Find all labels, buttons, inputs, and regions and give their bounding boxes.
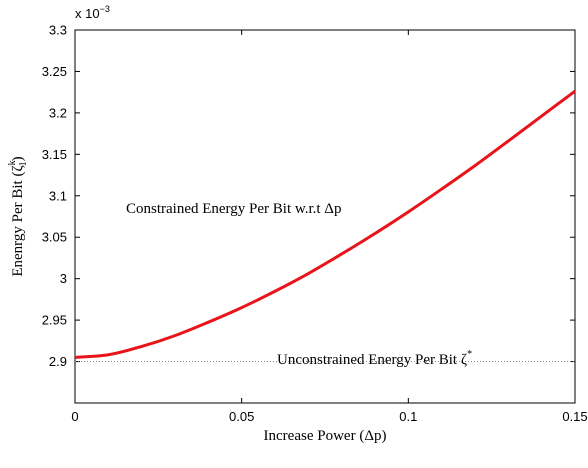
y-tick-label: 3.2 bbox=[49, 105, 67, 120]
plot-area: 2.9 2.95 3 3.05 3.1 3.15 3.2 3.25 3.3 0 0.05 0.1 0.… bbox=[42, 23, 588, 425]
y-tick-label: 3.25 bbox=[42, 64, 67, 79]
x-axis: 0 0.05 0.1 0.15 bbox=[71, 30, 588, 424]
x-tick-label: 0 bbox=[71, 409, 78, 424]
y-tick-label: 3.1 bbox=[49, 188, 67, 203]
y-tick-label: 3.05 bbox=[42, 230, 67, 245]
x-tick-label: 0.05 bbox=[229, 409, 254, 424]
y-exponent-label: x 10−3 bbox=[75, 4, 110, 21]
y-tick-label: 2.9 bbox=[49, 354, 67, 369]
y-tick-label: 3 bbox=[60, 271, 67, 286]
y-axis-label: Enenrgy Per Bit (ζk1) bbox=[7, 156, 29, 276]
x-tick-label: 0.15 bbox=[562, 409, 587, 424]
y-tick-label: 3.15 bbox=[42, 147, 67, 162]
x-axis-label: Increase Power (Δp) bbox=[264, 428, 387, 444]
y-axis: 2.9 2.95 3 3.05 3.1 3.15 3.2 3.25 3.3 bbox=[42, 23, 575, 369]
x-tick-label: 0.1 bbox=[399, 409, 417, 424]
constrained-series-annotation: Constrained Energy Per Bit w.r.t Δp bbox=[126, 201, 341, 217]
series-layer bbox=[74, 89, 576, 363]
y-tick-label: 2.95 bbox=[42, 313, 67, 328]
constrained-energy-line bbox=[74, 89, 576, 359]
y-tick-label: 3.3 bbox=[49, 23, 67, 38]
unconstrained-series-annotation: Unconstrained Energy Per Bit ζ* bbox=[277, 349, 472, 368]
